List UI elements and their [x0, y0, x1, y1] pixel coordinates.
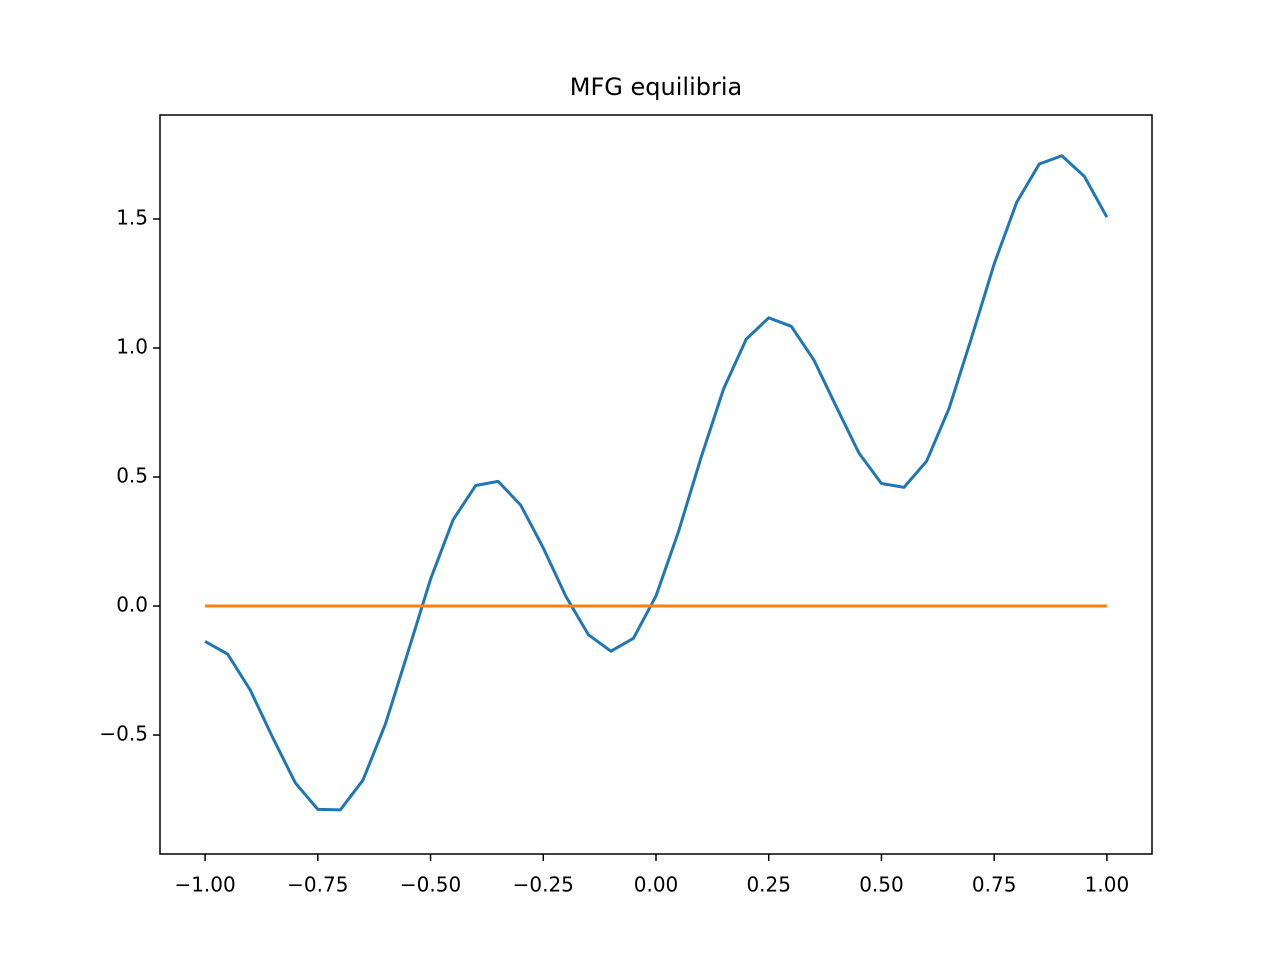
- x-tick-label: −0.75: [287, 873, 348, 897]
- y-tick-label: −0.5: [99, 722, 148, 746]
- x-tick-label: −1.00: [174, 873, 235, 897]
- y-tick-label: 0.0: [116, 593, 148, 617]
- x-tick-label: 0.25: [746, 873, 791, 897]
- y-tick-label: 1.5: [116, 205, 148, 229]
- chart-title: MFG equilibria: [570, 73, 742, 101]
- x-tick-label: 0.00: [634, 873, 679, 897]
- y-tick-label: 0.5: [116, 464, 148, 488]
- plot-frame: [159, 114, 1153, 855]
- x-tick-label: 0.75: [972, 873, 1017, 897]
- y-tick-label: 1.0: [116, 335, 148, 359]
- data-line: [204, 154, 1109, 812]
- x-tick-label: −0.25: [513, 873, 574, 897]
- x-tick-label: 1.00: [1085, 873, 1130, 897]
- x-tick-label: 0.50: [859, 873, 904, 897]
- x-tick-label: −0.50: [400, 873, 461, 897]
